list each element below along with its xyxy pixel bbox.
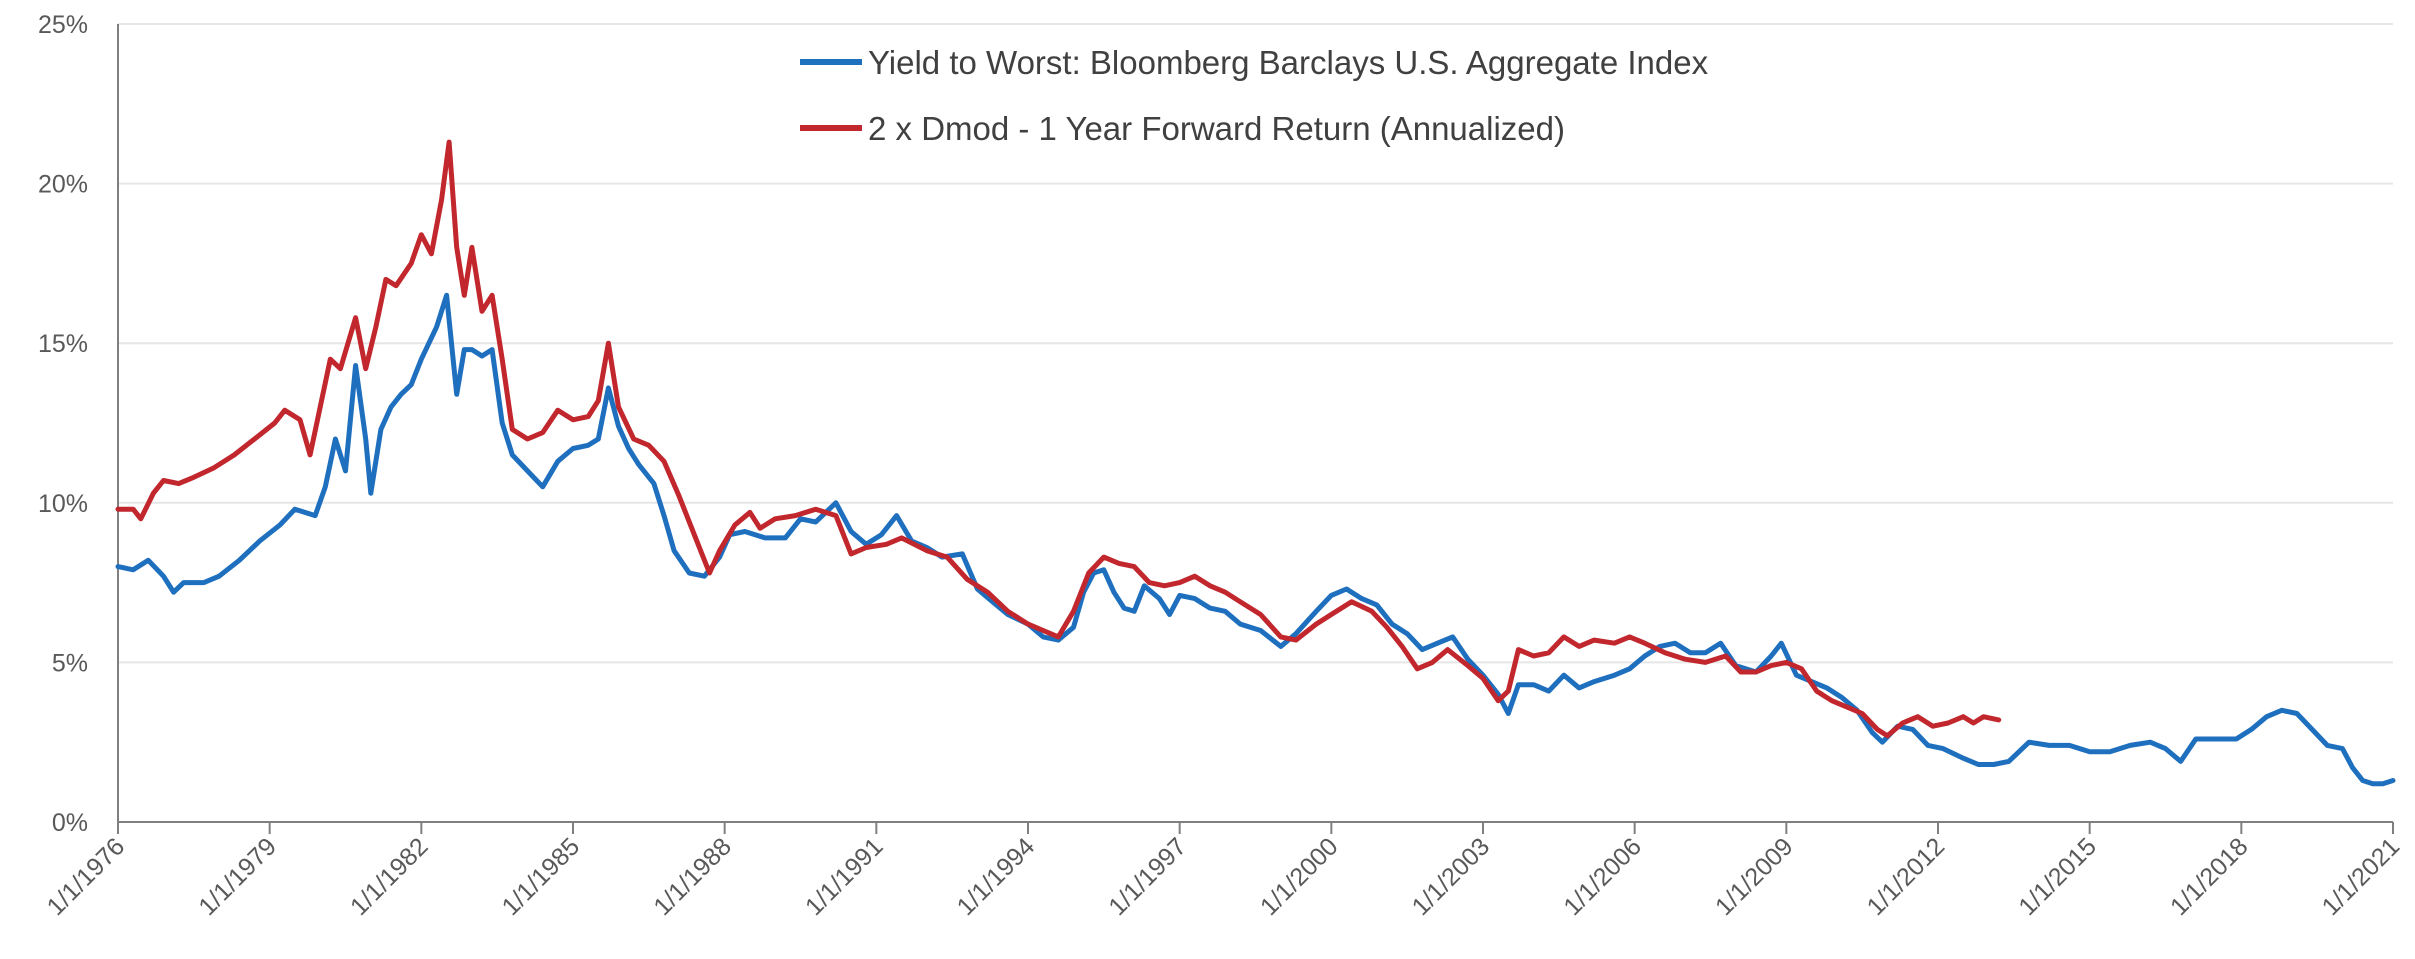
- x-tick-label: 1/1/1997: [1103, 832, 1192, 921]
- y-axis-ticks: 0% 5% 10% 15% 20% 25%: [38, 11, 88, 837]
- axes: [117, 24, 2394, 834]
- x-axis-ticks: 1/1/1976 1/1/1979 1/1/1982 1/1/1985 1/1/1988…: [42, 832, 2406, 921]
- series-lines: [115, 139, 2396, 787]
- x-tick-label: 1/1/2015: [2013, 832, 2102, 921]
- y-tick-label: 20%: [38, 171, 88, 199]
- y-tick-label: 15%: [38, 330, 88, 358]
- x-tick-label: 1/1/1988: [648, 832, 737, 921]
- legend-label-dmod: 2 x Dmod - 1 Year Forward Return (Annual…: [868, 110, 1565, 147]
- x-tick-label: 1/1/1976: [42, 832, 131, 921]
- y-tick-label: 0%: [52, 809, 88, 837]
- x-tick-label: 1/1/1994: [952, 832, 1041, 921]
- legend-label-yield: Yield to Worst: Bloomberg Barclays U.S. …: [868, 44, 1709, 81]
- x-tick-label: 1/1/1982: [345, 832, 434, 921]
- x-tick-label: 1/1/2006: [1558, 832, 1647, 921]
- y-tick-label: 5%: [52, 649, 88, 677]
- y-tick-label: 10%: [38, 490, 88, 518]
- x-tick-label: 1/1/2000: [1255, 832, 1344, 921]
- y-tick-label: 25%: [38, 11, 88, 39]
- legend: Yield to Worst: Bloomberg Barclays U.S. …: [800, 44, 1709, 147]
- x-tick-label: 1/1/2021: [2317, 832, 2406, 921]
- x-tick-label: 1/1/2018: [2165, 832, 2254, 921]
- x-tick-label: 1/1/1991: [800, 832, 889, 921]
- x-tick-label: 1/1/2009: [1710, 832, 1799, 921]
- series-line-0: [115, 292, 2396, 787]
- series-line-1: [115, 139, 2002, 739]
- x-tick-label: 1/1/2003: [1407, 832, 1496, 921]
- x-tick-label: 1/1/1985: [497, 832, 586, 921]
- x-tick-label: 1/1/1979: [193, 832, 282, 921]
- x-tick-label: 1/1/2012: [1862, 832, 1951, 921]
